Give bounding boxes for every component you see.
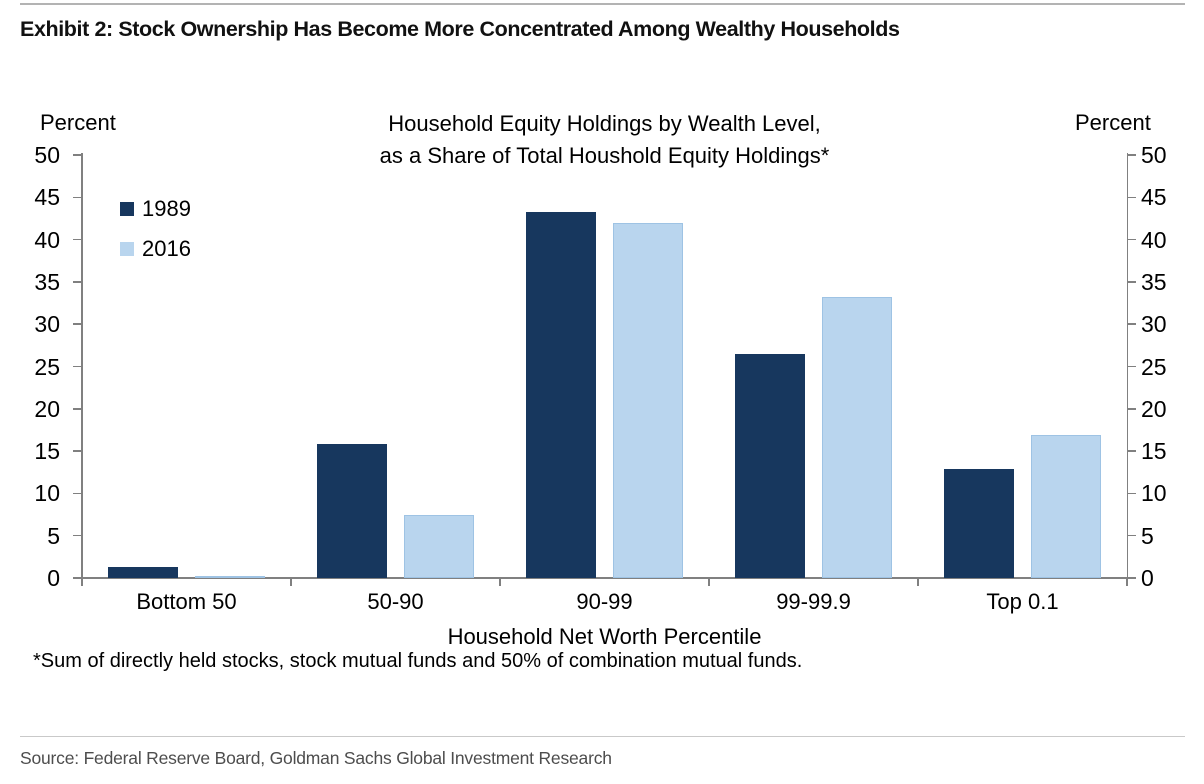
legend-swatch-1989 bbox=[120, 202, 134, 216]
y-tick-right-0 bbox=[1127, 577, 1136, 579]
bar-2016-bottom-50 bbox=[195, 576, 265, 579]
y-tick-label-right-0: 0 bbox=[1141, 565, 1154, 591]
x-category-label-2: 50-90 bbox=[367, 589, 424, 614]
top-divider bbox=[20, 3, 1185, 5]
x-category-label-4: 99-99.9 bbox=[776, 589, 851, 614]
y-tick-label-right-5: 5 bbox=[1141, 522, 1154, 549]
y-tick-label-left-5: 5 bbox=[47, 522, 60, 549]
legend-label-2016: 2016 bbox=[142, 236, 191, 261]
legend-item-2016: 2016 bbox=[120, 235, 191, 263]
y-tick-label-left-15: 15 bbox=[34, 438, 60, 465]
y-tick-right-20 bbox=[1127, 408, 1136, 410]
bar-2016-50-90 bbox=[404, 514, 474, 578]
y-tick-left-25 bbox=[73, 365, 82, 368]
y-tick-right-30 bbox=[1127, 323, 1136, 325]
chart-title-line2: as a Share of Total Houshold Equity Hold… bbox=[379, 143, 830, 168]
legend-swatch-2016 bbox=[120, 242, 134, 256]
x-axis-title: Household Net Worth Percentile bbox=[447, 624, 762, 649]
x-tick-0 bbox=[81, 578, 83, 586]
y-tick-label-right-15: 15 bbox=[1141, 438, 1167, 465]
bar-1989-50-90 bbox=[317, 444, 387, 578]
y-tick-label-right-40: 40 bbox=[1141, 226, 1167, 253]
y-tick-left-20 bbox=[73, 408, 82, 410]
legend-item-1989: 1989 bbox=[120, 195, 191, 223]
bar-2016-top-0.1 bbox=[1031, 435, 1101, 578]
y-tick-left-40 bbox=[73, 238, 82, 241]
exhibit-title: Exhibit 2: Stock Ownership Has Become Mo… bbox=[20, 17, 900, 41]
y-tick-left-45 bbox=[73, 196, 82, 199]
x-tick-4 bbox=[917, 578, 919, 586]
y-tick-left-35 bbox=[73, 281, 82, 283]
bottom-divider bbox=[20, 736, 1185, 737]
chart-footnote: *Sum of directly held stocks, stock mutu… bbox=[33, 650, 803, 672]
y-tick-label-left-45: 45 bbox=[34, 184, 60, 211]
y-tick-right-5 bbox=[1127, 534, 1136, 537]
y-tick-left-50 bbox=[73, 154, 82, 156]
bar-1989-99-99.9 bbox=[735, 353, 805, 578]
x-category-label-3: 90-99 bbox=[576, 589, 633, 614]
legend-label-1989: 1989 bbox=[142, 196, 191, 221]
source-line: Source: Federal Reserve Board, Goldman S… bbox=[20, 748, 612, 768]
y-tick-label-right-45: 45 bbox=[1141, 184, 1167, 211]
y-tick-label-right-25: 25 bbox=[1141, 353, 1167, 380]
y-tick-label-right-10: 10 bbox=[1141, 480, 1167, 507]
y-tick-left-30 bbox=[73, 323, 82, 325]
chart-title-line1: Household Equity Holdings by Wealth Leve… bbox=[388, 111, 821, 136]
y-tick-label-right-50: 50 bbox=[1141, 142, 1167, 168]
chart-title: Household Equity Holdings by Wealth Leve… bbox=[82, 108, 1127, 172]
y-tick-right-50 bbox=[1127, 154, 1136, 156]
y-tick-label-right-20: 20 bbox=[1141, 395, 1167, 422]
right-axis-unit-label: Percent bbox=[1075, 110, 1151, 135]
bar-1989-90-99 bbox=[526, 211, 596, 578]
x-category-label-1: Bottom 50 bbox=[136, 589, 237, 614]
y-tick-label-left-30: 30 bbox=[34, 311, 60, 338]
x-tick-1 bbox=[290, 578, 292, 586]
y-axis-left bbox=[81, 153, 83, 579]
y-tick-left-15 bbox=[73, 450, 82, 452]
y-tick-left-5 bbox=[73, 534, 82, 537]
bar-2016-90-99 bbox=[613, 222, 683, 578]
y-tick-label-left-10: 10 bbox=[34, 480, 60, 507]
y-tick-right-10 bbox=[1127, 492, 1136, 495]
x-tick-2 bbox=[499, 578, 501, 586]
bar-2016-99-99.9 bbox=[822, 297, 892, 578]
y-tick-label-left-50: 50 bbox=[34, 142, 60, 168]
y-tick-label-right-35: 35 bbox=[1141, 268, 1167, 295]
x-tick-3 bbox=[708, 578, 710, 586]
y-tick-label-left-35: 35 bbox=[34, 268, 60, 295]
y-tick-label-left-40: 40 bbox=[34, 226, 60, 253]
x-tick-5 bbox=[1126, 578, 1128, 586]
y-tick-right-40 bbox=[1127, 238, 1136, 241]
y-tick-right-35 bbox=[1127, 281, 1136, 283]
y-tick-right-45 bbox=[1127, 196, 1136, 199]
y-axis-right bbox=[1126, 153, 1128, 579]
y-tick-left-0 bbox=[73, 577, 82, 579]
y-tick-right-25 bbox=[1127, 365, 1136, 368]
y-tick-label-left-20: 20 bbox=[34, 395, 60, 422]
y-tick-label-left-0: 0 bbox=[47, 565, 60, 591]
x-category-label-5: Top 0.1 bbox=[986, 589, 1059, 614]
y-tick-label-right-30: 30 bbox=[1141, 311, 1167, 338]
legend: 1989 2016 bbox=[120, 195, 191, 275]
bar-1989-top-0.1 bbox=[944, 468, 1014, 578]
y-tick-right-15 bbox=[1127, 450, 1136, 452]
left-axis-unit-label: Percent bbox=[40, 110, 116, 135]
bar-1989-bottom-50 bbox=[108, 567, 178, 578]
x-axis bbox=[80, 577, 1129, 579]
y-tick-label-left-25: 25 bbox=[34, 353, 60, 380]
y-tick-left-10 bbox=[73, 492, 82, 495]
